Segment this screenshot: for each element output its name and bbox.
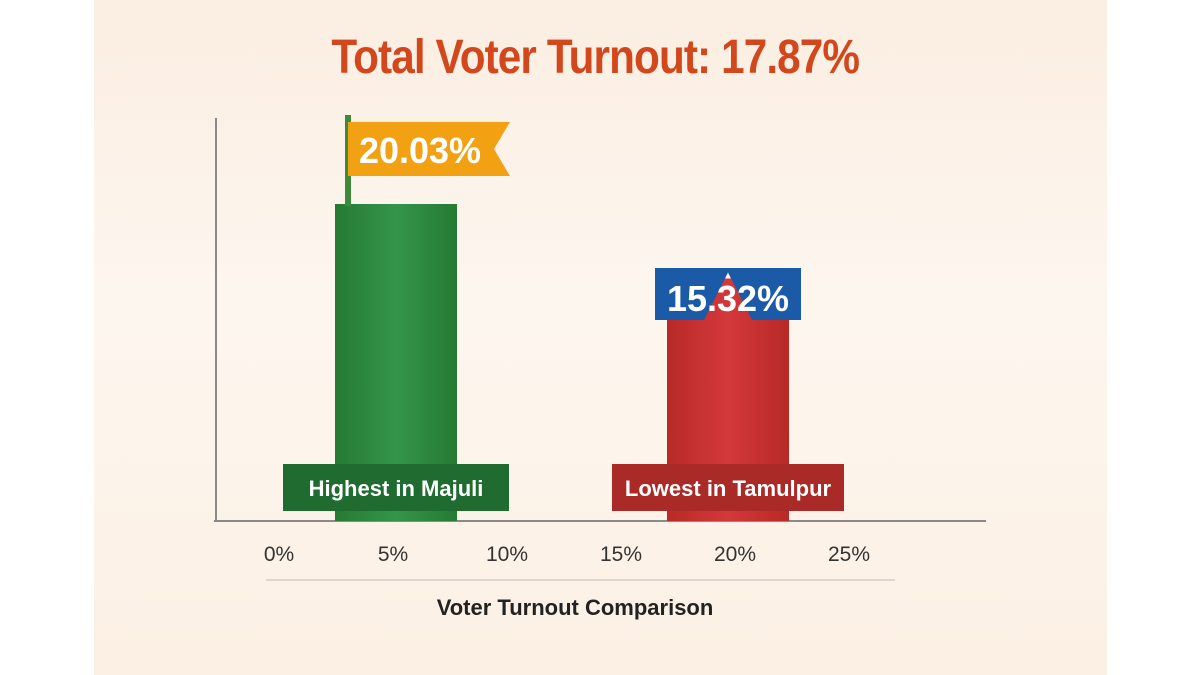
x-axis-label: Voter Turnout Comparison [437,595,714,620]
category-label: Highest in Majuli [309,476,484,501]
category-label: Lowest in Tamulpur [625,476,832,501]
x-tick-label: 5% [378,543,408,566]
x-tick-label: 15% [600,543,642,566]
value-flag [348,122,510,176]
data-label: 15.32% [667,278,789,319]
data-label: 20.03% [359,130,481,171]
x-tick-label: 20% [714,543,756,566]
x-tick-label: 0% [264,543,294,566]
chart-panel [94,0,1107,675]
category-label-box [612,464,844,511]
value-pointer [655,268,801,320]
category-label-box [283,464,509,511]
chart-title: Total Voter Turnout: 17.87% [331,31,860,84]
x-tick-label: 25% [828,543,870,566]
x-tick-label: 10% [486,543,528,566]
